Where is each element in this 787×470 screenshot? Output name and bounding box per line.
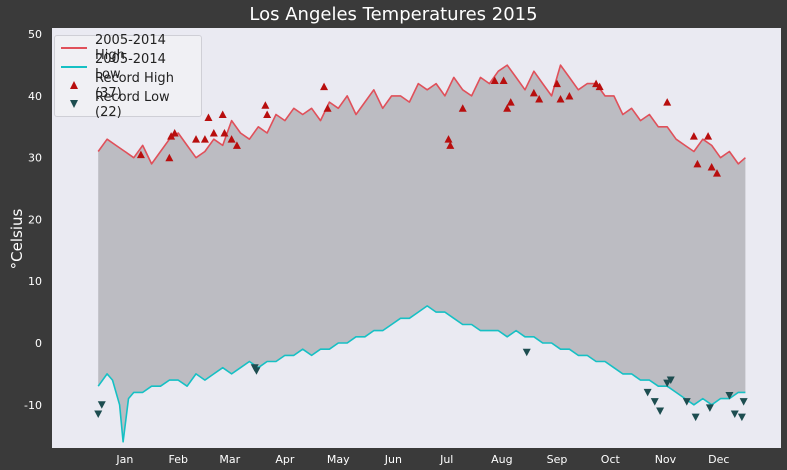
- record-low-marker: [656, 407, 665, 415]
- x-tick-label: Jun: [384, 453, 402, 466]
- record-high-marker: [689, 132, 698, 140]
- y-ticks-group: -10 0 10 20 30 40 50: [24, 28, 42, 412]
- record-high-marker: [323, 104, 332, 112]
- record-high-marker: [458, 104, 467, 112]
- x-tick-label: Apr: [275, 453, 295, 466]
- record-high-marker: [712, 169, 721, 177]
- legend: 2005-2014 High 2005-2014 Low Record High…: [54, 33, 202, 120]
- record-high-marker: [595, 82, 604, 91]
- legend-swatch-record-high: [61, 79, 87, 93]
- record-high-marker: [535, 95, 544, 103]
- record-low-marker: [666, 376, 675, 385]
- y-tick-label: 10: [28, 275, 42, 288]
- low-line-swatch: [61, 65, 87, 68]
- legend-item-high: 2005-2014 High: [61, 33, 195, 63]
- legend-swatch-record-low: [61, 98, 87, 112]
- x-tick-label: Aug: [491, 453, 512, 466]
- record-high-marker: [490, 76, 499, 84]
- x-tick-label: Dec: [708, 453, 729, 466]
- record-low-marker: [650, 398, 659, 406]
- record-high-marker: [220, 129, 229, 137]
- triangle-up-icon: [70, 80, 78, 89]
- record-high-marker: [261, 101, 270, 109]
- record-low-marker: [705, 404, 714, 412]
- series-lines-group: [97, 64, 746, 443]
- record-low-marker: [691, 413, 700, 422]
- legend-item-low: 2005-2014 Low: [61, 52, 195, 82]
- x-tick-label: Feb: [168, 453, 187, 466]
- legend-label-low: 2005-2014 Low: [95, 51, 166, 82]
- fill-between-group: [98, 65, 746, 442]
- series-line-low: [97, 305, 746, 443]
- series-line-high: [97, 64, 746, 165]
- x-ticks-group: Jan Feb Mar Apr May Jun Jul Aug Sep Oct Nov Dec: [115, 453, 729, 466]
- legend-item-record-low: Record Low (22): [61, 90, 195, 120]
- y-tick-label: -10: [24, 399, 42, 412]
- record-low-marker: [643, 388, 652, 397]
- record-high-marker: [503, 104, 512, 112]
- legend-label-record-low: Record Low (22): [95, 89, 170, 120]
- legend-swatch-high: [61, 41, 87, 55]
- record-high-marker: [529, 88, 538, 97]
- legend-swatch-low: [61, 60, 87, 74]
- record-markers-group: [94, 76, 748, 422]
- record-high-marker: [707, 162, 716, 171]
- record-high-marker: [446, 141, 455, 149]
- record-low-marker: [730, 410, 739, 419]
- x-tick-label: Oct: [601, 453, 621, 466]
- record-high-marker: [320, 82, 329, 91]
- y-tick-label: 30: [28, 152, 42, 165]
- y-tick-label: 40: [28, 90, 42, 103]
- record-low-marker: [739, 398, 748, 406]
- record-high-marker: [663, 98, 672, 106]
- high-line-swatch: [61, 46, 87, 49]
- legend-label-high: 2005-2014 High: [95, 32, 166, 63]
- legend-item-record-high: Record High (37): [61, 71, 195, 101]
- record-high-marker: [227, 135, 236, 143]
- triangle-down-icon: [70, 99, 78, 108]
- record-high-marker: [200, 135, 209, 143]
- record-high-marker: [170, 129, 179, 137]
- y-tick-label: 0: [35, 337, 42, 350]
- x-tick-label: Mar: [219, 453, 240, 466]
- record-high-marker: [693, 159, 702, 168]
- record-high-marker: [592, 79, 601, 88]
- record-low-marker: [737, 413, 746, 422]
- record-high-marker: [136, 150, 145, 159]
- record-high-marker: [565, 91, 574, 100]
- x-tick-label: Jul: [439, 453, 453, 466]
- record-low-marker: [94, 410, 103, 419]
- record-high-marker: [506, 98, 515, 106]
- record-high-marker: [209, 129, 218, 137]
- record-high-marker: [165, 153, 174, 162]
- record-low-marker: [725, 392, 734, 400]
- record-high-marker: [232, 141, 241, 149]
- record-low-marker: [522, 348, 531, 357]
- record-high-marker: [444, 135, 453, 143]
- x-tick-label: Jan: [115, 453, 133, 466]
- record-high-marker: [263, 110, 272, 118]
- x-tick-label: May: [327, 453, 350, 466]
- y-tick-label: 20: [28, 213, 42, 226]
- fill-between-area: [98, 65, 746, 442]
- record-high-marker: [499, 76, 508, 84]
- chart-title: Los Angeles Temperatures 2015: [249, 4, 538, 25]
- legend-label-record-high: Record High (37): [95, 70, 174, 101]
- x-tick-label: Sep: [547, 453, 568, 466]
- record-high-marker: [204, 113, 213, 122]
- record-high-marker: [192, 135, 201, 143]
- record-low-marker: [252, 367, 261, 375]
- y-tick-label: 50: [28, 28, 42, 41]
- record-high-marker: [704, 132, 713, 140]
- record-high-marker: [556, 95, 565, 103]
- record-high-marker: [552, 79, 561, 88]
- record-low-marker: [663, 379, 672, 388]
- x-tick-label: Nov: [655, 453, 677, 466]
- record-high-marker: [218, 110, 227, 118]
- record-low-marker: [682, 398, 691, 406]
- record-low-marker: [97, 401, 106, 409]
